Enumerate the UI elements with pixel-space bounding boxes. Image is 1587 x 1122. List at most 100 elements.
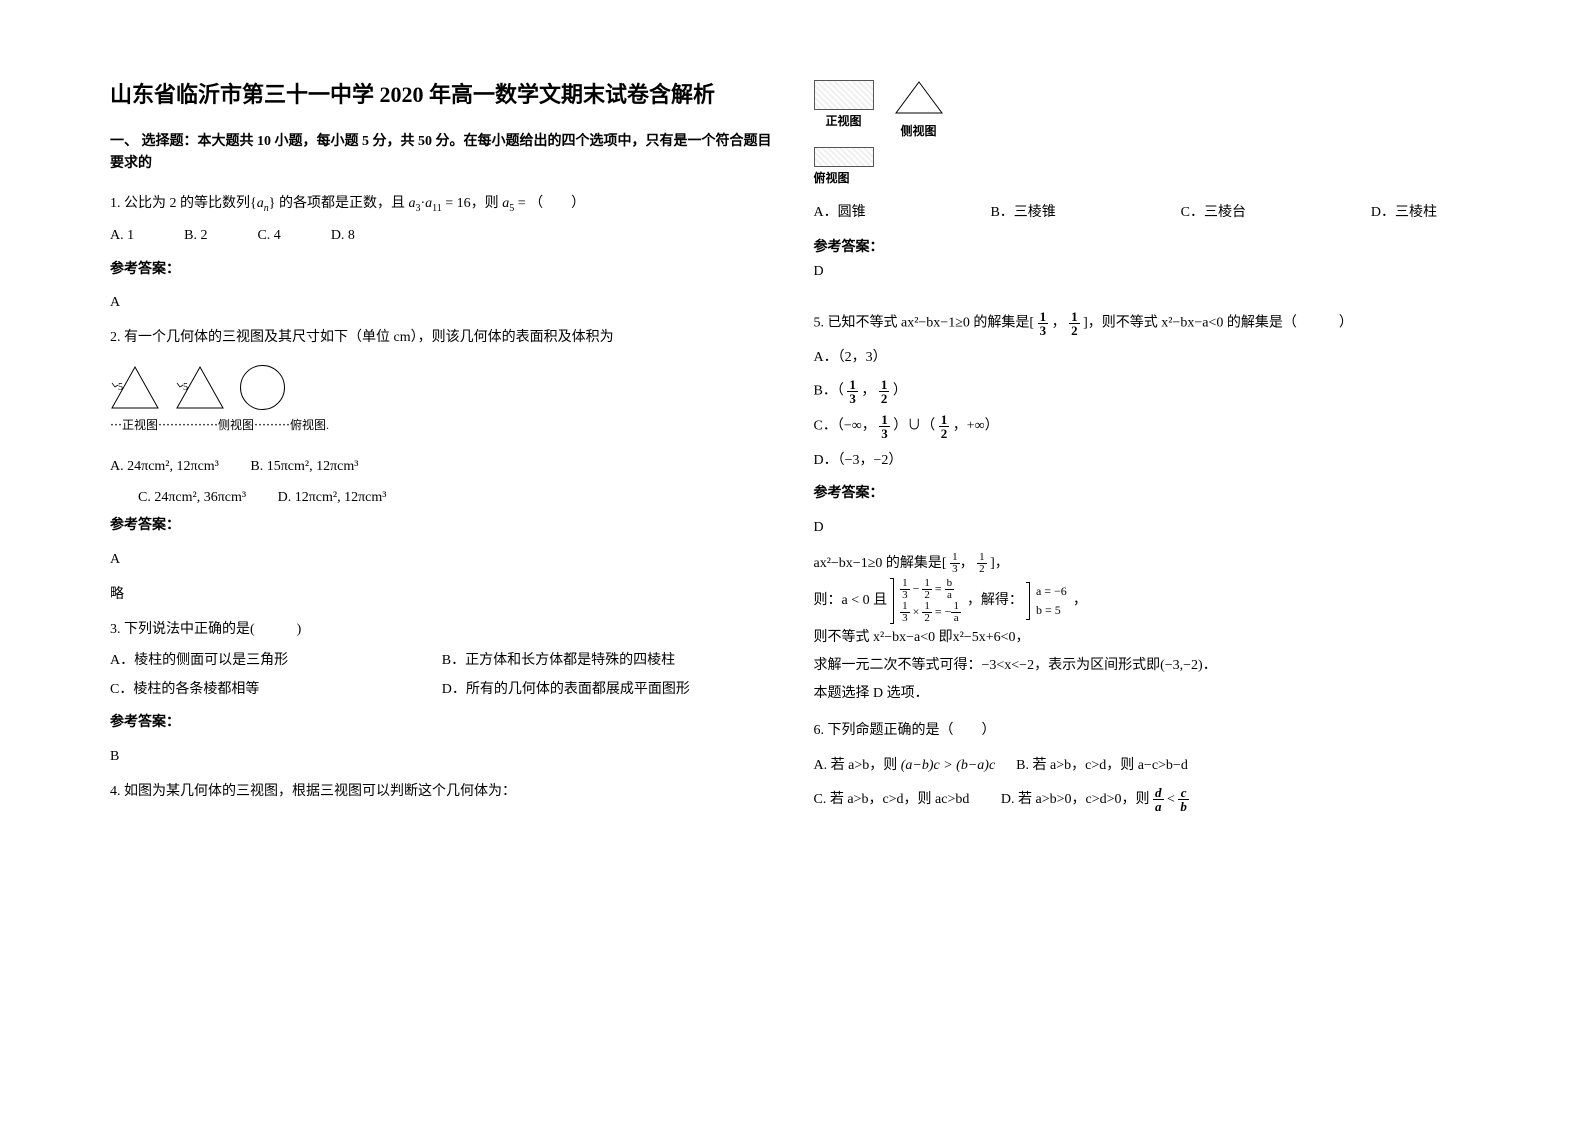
q2-opt-b-lbl: B.: [250, 459, 263, 474]
question-1: 1. 公比为 2 的等比数列{an} 的各项都是正数，且 a3·a11 = 16…: [110, 191, 774, 315]
q5c-suf: ，+∞）: [953, 419, 999, 434]
b2l1: a = −6: [1036, 584, 1067, 598]
q1-options: A. 1 B. 2 C. 4 D. 8: [110, 223, 774, 248]
f: 3: [847, 392, 858, 405]
q4-opt-a: A．圆锥: [814, 201, 866, 221]
f2d: 2: [1069, 324, 1080, 337]
q2-diagram: 5 6 5 6: [110, 365, 774, 437]
f: 2: [879, 392, 890, 405]
q3-answer: B: [110, 744, 774, 769]
question-3: 3. 下列说法中正确的是( ) A．棱柱的侧面可以是三角形 B．正方体和长方体都…: [110, 617, 774, 769]
q4-opt-c: C．三棱台: [1181, 201, 1246, 221]
sol-l1s: ]，: [990, 556, 1009, 571]
sol-l1p: ax²−bx−1≥0 的解集是[: [814, 556, 947, 571]
q3-opt-d: D．所有的几何体的表面都展成平面图形: [442, 677, 774, 702]
q2-options: A. 24πcm², 12πcm³ B. 15πcm², 12πcm³ C. 2…: [110, 452, 774, 514]
fa: a: [1153, 800, 1164, 813]
sol-l2s: ，: [1073, 587, 1087, 615]
sol-l3: 则不等式 x²−bx−a<0 即x²−5x+6<0，: [814, 624, 1478, 652]
q2-opt-a: 24πcm², 12πcm³: [127, 459, 219, 474]
q3-answer-label: 参考答案：: [110, 710, 774, 735]
q5-opt-c: C．（−∞， 13 ）∪（ 12 ，+∞）: [814, 413, 1478, 440]
sol-l2p: 则：a < 0 且: [814, 587, 888, 615]
q5b-pre: B．（: [814, 384, 844, 399]
q4-diagram: 正视图 侧视图 俯视图: [814, 80, 1478, 186]
q3-opt-b: B．正方体和长方体都是特殊的四棱柱: [442, 648, 774, 673]
top-view: [240, 365, 285, 410]
front-view-box: 正视图: [814, 80, 874, 139]
q1-eq: （ ）: [529, 196, 585, 211]
front-view: 5 6: [110, 365, 160, 410]
q2-opt-a-lbl: A.: [110, 459, 124, 474]
q5-opt-a: A．（2，3）: [814, 345, 1478, 370]
q5-opt-d: D．（−3，−2）: [814, 448, 1478, 473]
q4-answer: D: [814, 264, 1478, 280]
dim-5: 5: [118, 382, 123, 393]
f: 1: [879, 378, 890, 392]
q5-solution: ax²−bx−1≥0 的解集是[ 13， 12 ]， 则：a < 0 且 13 …: [814, 550, 1478, 708]
q5-answer-label: 参考答案：: [814, 481, 1478, 506]
q1-answer: A: [110, 290, 774, 315]
q5c-mid: ）∪（: [893, 419, 935, 434]
q1-prefix: 1. 公比为 2 的等比数列: [110, 196, 250, 211]
q6-opt-d: D. 若 a>b>0，c>d>0，则 da < cb: [1001, 792, 1189, 807]
f: 3: [879, 427, 890, 440]
side-view-label: 侧视图: [894, 122, 944, 139]
q4-answer-label: 参考答案：: [814, 236, 1478, 256]
q1-mid: 的各项都是正数，且: [275, 196, 405, 211]
sol-l5: 本题选择 D 选项．: [814, 680, 1478, 708]
f: 1: [939, 413, 950, 427]
views-caption: ⋯正视图⋯⋯⋯⋯⋯侧视图⋯⋯⋯俯视图.: [110, 415, 774, 437]
f: 2: [939, 427, 950, 440]
q5-mid: ，: [1052, 316, 1066, 331]
side-view: 5 6: [175, 365, 225, 410]
q5-suffix: ]，则不等式 x²−bx−a<0 的解集是（ ）: [1083, 316, 1353, 331]
q5-prefix: 5. 已知不等式 ax²−bx−1≥0 的解集是[: [814, 316, 1035, 331]
question-6: 6. 下列命题正确的是（ ） A. 若 a>b，则 (a−b)c > (b−a)…: [814, 718, 1478, 816]
q2-opt-c: 24πcm², 36πcm³: [154, 490, 246, 505]
q1-opt-b: B. 2: [184, 223, 207, 248]
q5-opt-b: B．（ 13 ， 12 ）: [814, 378, 1478, 405]
q2-answer-label: 参考答案：: [110, 513, 774, 538]
q5-answer: D: [814, 515, 1478, 540]
f: 1: [879, 413, 890, 427]
page-title: 山东省临沂市第三十一中学 2020 年高一数学文期末试卷含解析: [110, 80, 774, 111]
q5c-pre: C．（−∞，: [814, 419, 876, 434]
b2l2: b = 5: [1036, 603, 1061, 617]
q2-opt-d-lbl: D.: [278, 490, 292, 505]
sol-l2m: ，解得：: [967, 587, 1023, 615]
q5-text: 5. 已知不等式 ax²−bx−1≥0 的解集是[ 13 ， 12 ]，则不等式…: [814, 310, 1478, 337]
section-header: 一、 选择题：本大题共 10 小题，每小题 5 分，共 50 分。在每小题给出的…: [110, 131, 774, 176]
q1-opt-d: D. 8: [331, 223, 355, 248]
q5b-suf: ）: [893, 384, 907, 399]
q6-opt-c: C. 若 a>b，c>d，则 ac>bd: [814, 792, 970, 807]
sol-l4: 求解一元二次不等式可得：−3<x<−2，表示为区间形式即(−3,−2)．: [814, 652, 1478, 680]
q1-text: 1. 公比为 2 的等比数列{an} 的各项都是正数，且 a3·a11 = 16…: [110, 191, 774, 218]
q4-opt-b: B．三棱锥: [990, 201, 1055, 221]
q6-opt-b: B. 若 a>b，c>d，则 a−c>b−d: [1016, 758, 1188, 773]
q2-note: 略: [110, 582, 774, 607]
question-2: 2. 有一个几何体的三视图及其尺寸如下（单位 cm），则该几何体的表面积及体积为…: [110, 325, 774, 607]
question-4: 4. 如图为某几何体的三视图，根据三视图可以判断这个几何体为：: [110, 779, 774, 804]
q6a-math: (a−b)c > (b−a)c: [901, 758, 995, 773]
q2-answer: A: [110, 547, 774, 572]
q3-text: 3. 下列说法中正确的是( ): [110, 617, 774, 642]
q1-opt-a: A. 1: [110, 223, 134, 248]
q1-suf: ，则: [471, 196, 499, 211]
f: 1: [847, 378, 858, 392]
q4-opt-d: D．三棱柱: [1371, 201, 1437, 221]
fb: b: [1178, 800, 1189, 813]
q3-options: A．棱柱的侧面可以是三角形 B．正方体和长方体都是特殊的四棱柱 C．棱柱的各条棱…: [110, 648, 774, 702]
top-view-label: 俯视图: [814, 169, 874, 186]
top-view-box: 俯视图: [814, 147, 1478, 186]
q6-opt-a: A. 若 a>b，则 (a−b)c > (b−a)c: [814, 758, 999, 773]
f1d: 3: [1038, 324, 1049, 337]
fc: c: [1178, 786, 1189, 800]
q4-text: 4. 如图为某几何体的三视图，根据三视图可以判断这个几何体为：: [110, 779, 774, 804]
q2-opt-c-lbl: C.: [138, 490, 151, 505]
q6-text: 6. 下列命题正确的是（ ）: [814, 718, 1478, 743]
q5b-mid: ，: [861, 384, 875, 399]
question-5: 5. 已知不等式 ax²−bx−1≥0 的解集是[ 13 ， 12 ]，则不等式…: [814, 310, 1478, 708]
q4-options: A．圆锥 B．三棱锥 C．三棱台 D．三棱柱: [814, 201, 1478, 221]
q3-opt-a: A．棱柱的侧面可以是三角形: [110, 648, 442, 673]
